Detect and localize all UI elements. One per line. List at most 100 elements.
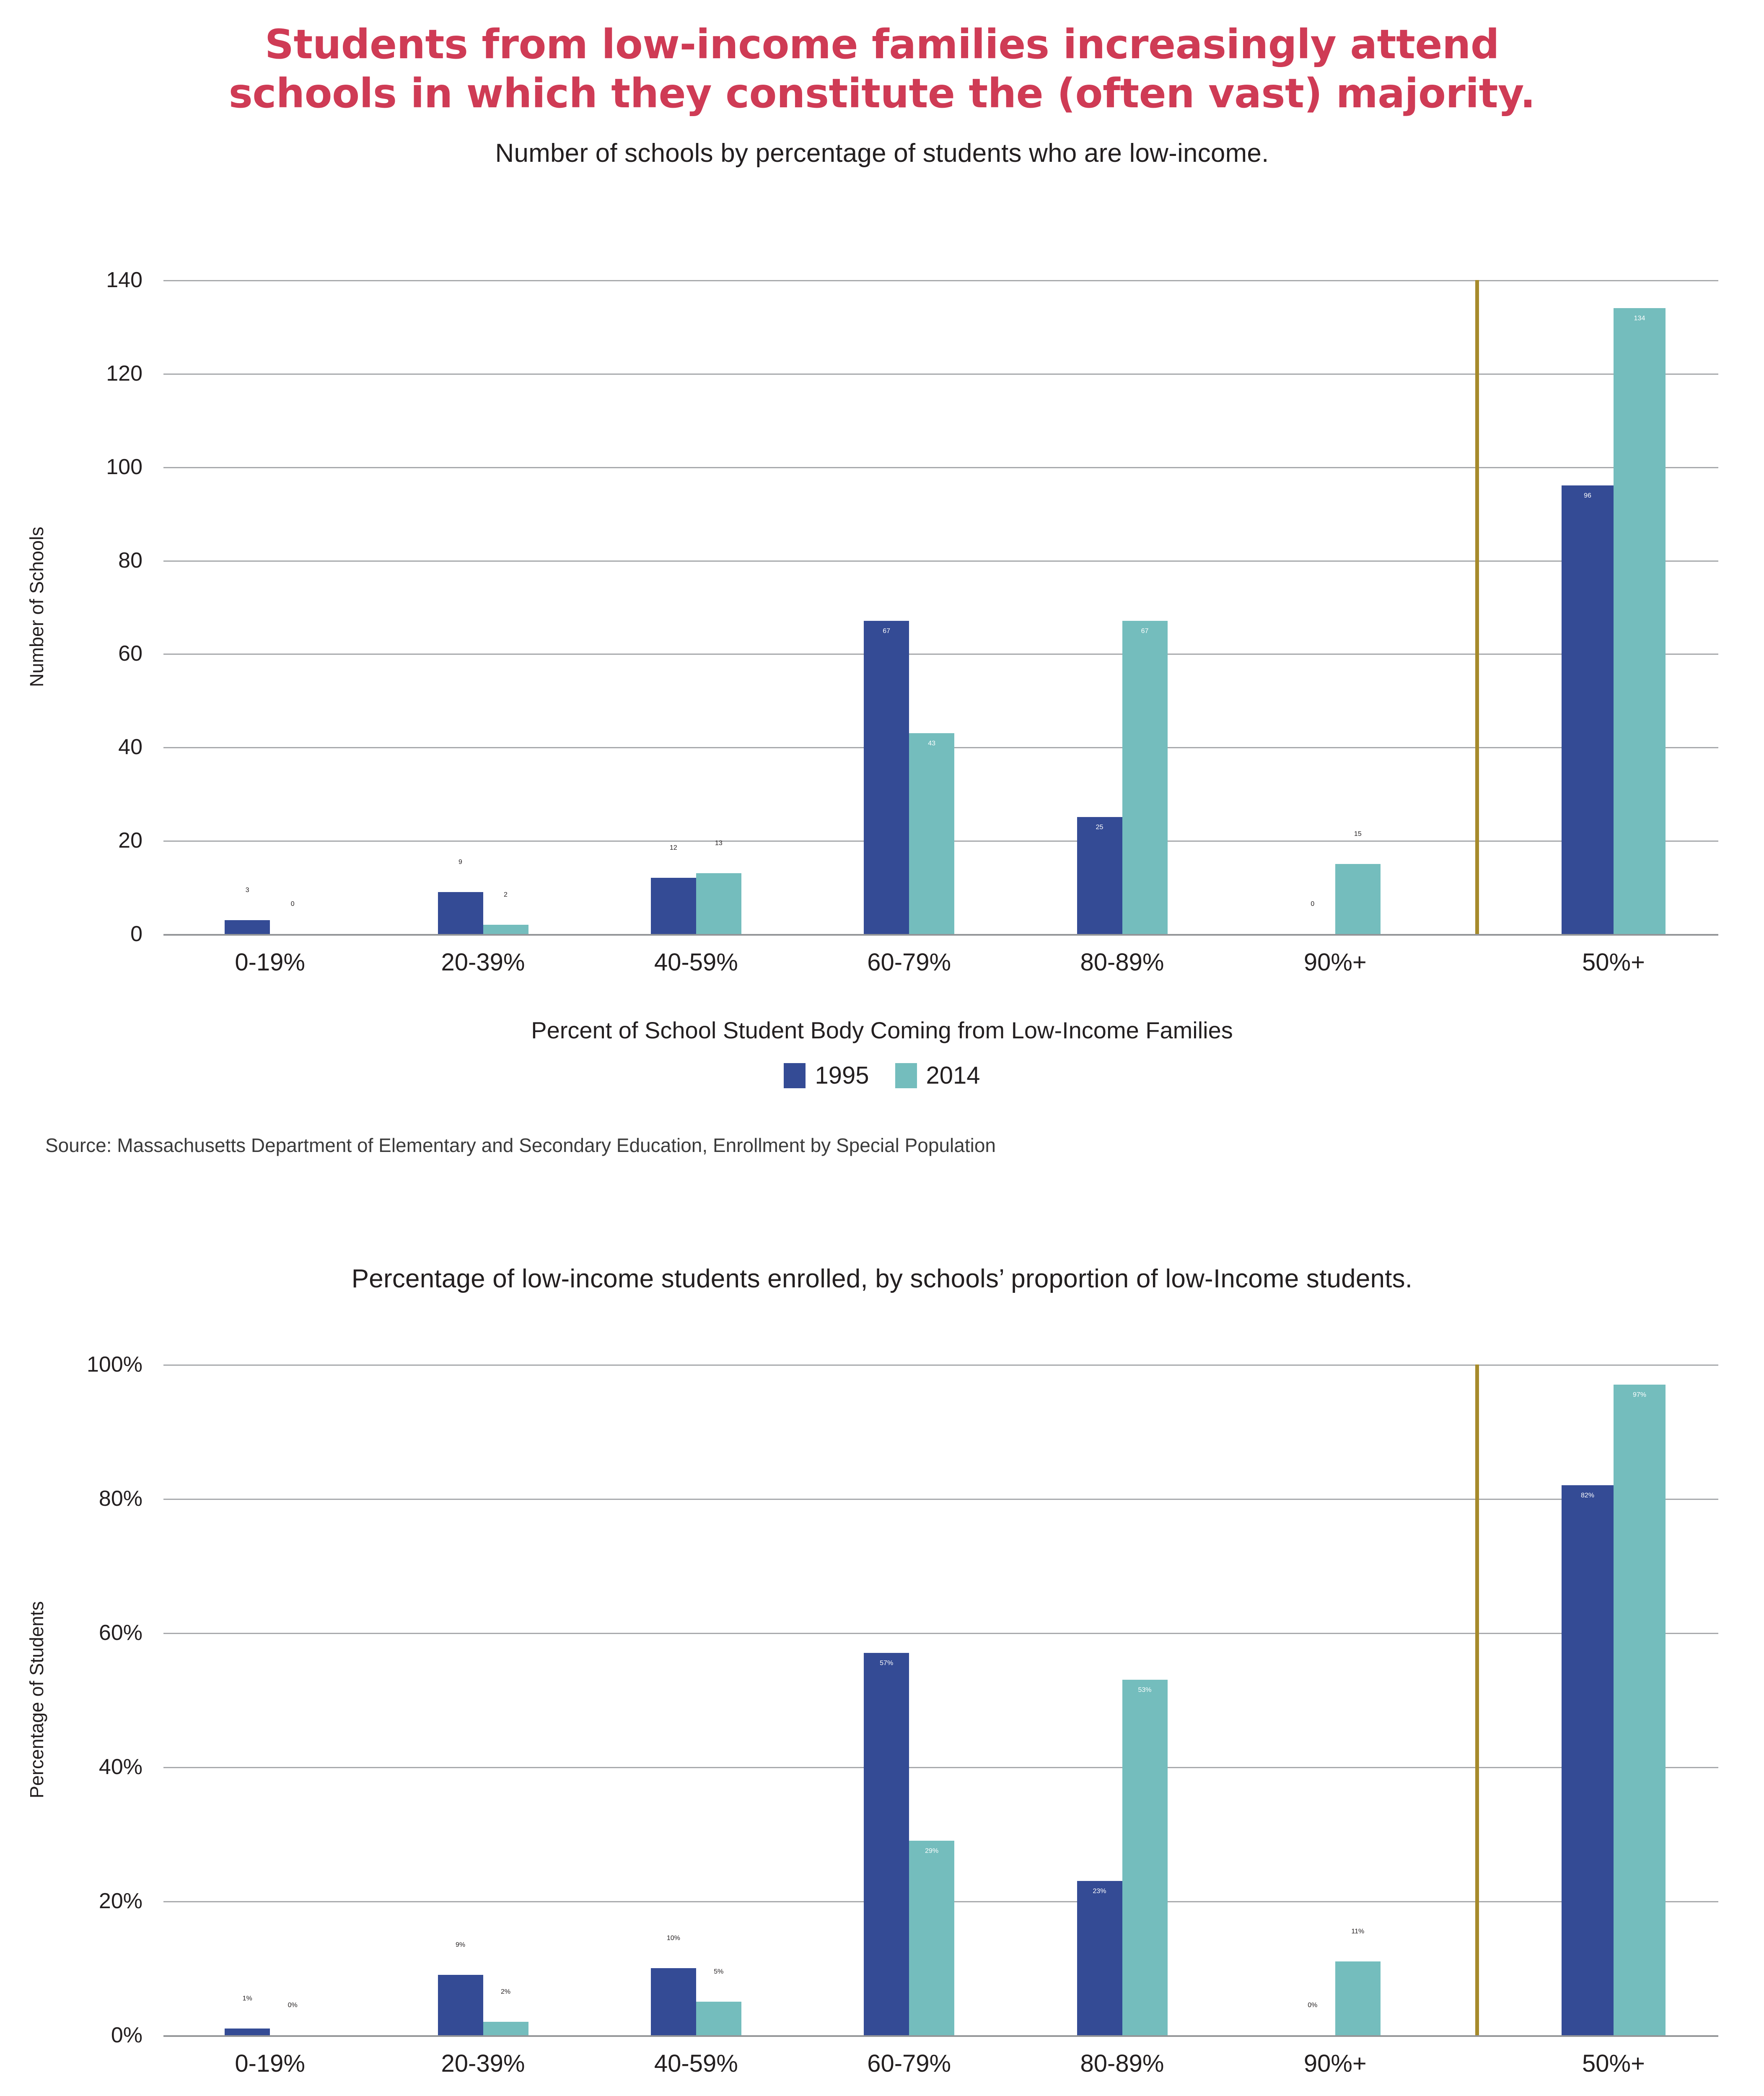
legend-label-2014: 2014 [926, 1062, 980, 1089]
chart-2-y-tick-label: 80% [98, 1486, 142, 1511]
chart-2-x-tick-label: 0-19% [235, 2050, 305, 2077]
chart-1: Number of Schools 0 20 40 60 80 100 120 140 3 0 0-1… [0, 0, 1764, 1043]
chart-2-bar-value-label: 23% [1093, 1888, 1106, 1895]
chart-1-bar-value-label: 67 [1141, 628, 1149, 635]
chart-2-bar [483, 2022, 528, 2035]
legend-item-1995: 1995 [784, 1061, 869, 1090]
chart-2-x-tick-label: 50%+ [1582, 2050, 1645, 2077]
chart-2-bar-value-label: 10% [666, 1935, 680, 1942]
chart-2-bar [1562, 1485, 1614, 2035]
chart-1-bar [1122, 621, 1168, 934]
chart-2-subtitle: Percentage of low-income students enroll… [351, 1264, 1413, 1293]
chart-1-x-tick-label: 0-19% [235, 949, 305, 976]
chart-1-gridline [163, 654, 1718, 655]
chart-1-bar-value-label: 0 [290, 900, 295, 908]
chart-1-source: Source: Massachusetts Department of Elem… [45, 1134, 996, 1156]
chart-1-legend: 1995 2014 [0, 1061, 1764, 1090]
chart-1-bar [1562, 485, 1614, 934]
chart-2-bar [438, 1975, 483, 2035]
chart-2-bar [1614, 1385, 1666, 2035]
chart-1-subtitle: Number of schools by percentage of stude… [495, 139, 1269, 168]
chart-1-y-tick-label: 120 [106, 361, 142, 386]
chart-2-bar-value-label: 57% [880, 1660, 894, 1667]
chart-1-gridline [163, 373, 1718, 375]
chart-1-y-tick-label: 20 [118, 828, 142, 853]
chart-1-bar-value-label: 43 [928, 739, 936, 747]
chart-1-gridline [163, 560, 1718, 562]
chart-2-bar [225, 2029, 270, 2035]
chart-2-y-tick-label: 100% [87, 1352, 142, 1377]
chart-2-bar-value-label: 29% [925, 1847, 939, 1855]
chart-1-gridline [163, 280, 1718, 281]
chart-1-bar-value-label: 67 [883, 628, 891, 635]
chart-2-bar-value-label: 0% [1308, 2002, 1318, 2009]
chart-1-bar [438, 892, 483, 934]
chart-1-y-tick-label: 60 [118, 641, 142, 666]
chart-1-bar-value-label: 12 [669, 844, 677, 852]
chart-2-bar-value-label: 53% [1138, 1686, 1152, 1694]
chart-2-bar-value-label: 0% [288, 2002, 298, 2009]
chart-1-x-tick-label: 20-39% [441, 949, 525, 976]
chart-2-gridline [163, 1767, 1718, 1768]
chart-1-baseline [163, 934, 1718, 936]
chart-2-baseline [163, 2035, 1718, 2037]
chart-1-y-tick-label: 40 [118, 735, 142, 760]
chart-1-bar-value-label: 2 [504, 891, 508, 898]
chart-1-bar-value-label: 9 [458, 858, 462, 866]
chart-1-y-tick-label: 0 [130, 922, 142, 946]
legend-label-1995: 1995 [815, 1062, 869, 1089]
chart-2-x-tick-label: 90%+ [1303, 2050, 1367, 2077]
chart-2-category-separator [1475, 1364, 1479, 2035]
chart-1-x-tick-label: 60-79% [867, 949, 951, 976]
chart-2-bar-value-label: 97% [1632, 1391, 1647, 1398]
page-title-line-1: Students from low-income families increa… [264, 21, 1500, 68]
chart-1-bar [225, 920, 270, 934]
chart-2-bar [696, 2002, 741, 2035]
chart-2-bar-value-label: 1% [242, 1995, 252, 2002]
chart-1-x-tick-label: 90%+ [1303, 949, 1367, 976]
chart-2-bar-value-label: 9% [455, 1941, 466, 1948]
chart-1-bar [1077, 817, 1122, 934]
legend-swatch-2014 [895, 1063, 917, 1088]
chart-2-bar-value-label: 2% [500, 1988, 511, 1995]
chart-2-x-tick-label: 20-39% [441, 2050, 525, 2077]
chart-2-x-tick-label: 80-89% [1080, 2050, 1164, 2077]
chart-2-bar-value-label: 82% [1580, 1492, 1595, 1499]
chart-2-y-tick-label: 40% [98, 1755, 142, 1779]
chart-1-x-axis-title: Percent of School Student Body Coming fr… [531, 1017, 1233, 1043]
chart-2-gridline [163, 1633, 1718, 1634]
chart-2-bar [909, 1841, 955, 2035]
chart-2-bar-value-label: 5% [714, 1968, 724, 1975]
chart-2-gridline [163, 1364, 1718, 1366]
chart-1-bar [909, 733, 955, 934]
chart-2-gridline [163, 1499, 1718, 1500]
chart-2-bar [650, 1968, 696, 2035]
chart-1-bar [864, 621, 909, 934]
chart-2-bar [864, 1653, 909, 2035]
chart-1-bar-value-label: 15 [1354, 830, 1362, 838]
legend-item-2014: 2014 [895, 1061, 980, 1090]
chart-1-y-tick-label: 100 [106, 454, 142, 479]
chart-2-y-tick-label: 20% [98, 1889, 142, 1913]
chart-1-bar [650, 878, 696, 934]
page-title: Students from low-income families increa… [0, 20, 1764, 118]
chart-1-y-tick-label: 140 [106, 268, 142, 292]
chart-1-bar [1614, 308, 1666, 934]
chart-1-bar-value-label: 96 [1584, 492, 1591, 500]
chart-1-x-tick-label: 40-59% [654, 949, 738, 976]
chart-2-x-tick-label: 40-59% [654, 2050, 738, 2077]
chart-2-y-tick-label: 0% [111, 2023, 142, 2047]
chart-2-bar-value-label: 11% [1351, 1928, 1365, 1935]
page-title-line-2: schools in which they constitute the (of… [228, 70, 1536, 117]
chart-1-bar-value-label: 25 [1096, 824, 1103, 831]
chart-1-bar-value-label: 0 [1311, 900, 1315, 908]
chart-1-category-separator [1475, 280, 1479, 934]
chart-1-x-tick-label: 80-89% [1080, 949, 1164, 976]
chart-2-y-axis-title: Percentage of Students [26, 1601, 47, 1799]
chart-1-bar [483, 924, 528, 934]
chart-2-bar [1077, 1881, 1122, 2035]
chart-2-y-tick-label: 60% [98, 1621, 142, 1645]
chart-1-bar [696, 873, 741, 934]
chart-1-bar-value-label: 13 [715, 840, 723, 847]
